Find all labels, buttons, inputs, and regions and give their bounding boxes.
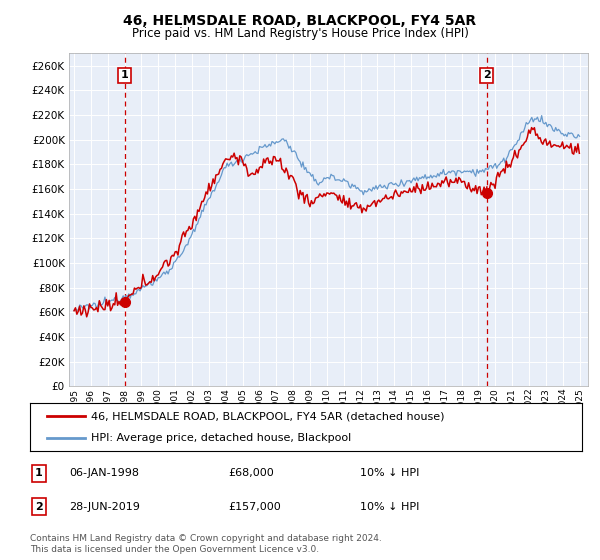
Text: 1: 1 [121,71,129,81]
Text: £68,000: £68,000 [228,468,274,478]
Text: This data is licensed under the Open Government Licence v3.0.: This data is licensed under the Open Gov… [30,545,319,554]
Text: 1: 1 [35,468,43,478]
Text: 2: 2 [35,502,43,512]
Text: 10% ↓ HPI: 10% ↓ HPI [360,502,419,512]
Text: 10% ↓ HPI: 10% ↓ HPI [360,468,419,478]
Text: £157,000: £157,000 [228,502,281,512]
Text: Price paid vs. HM Land Registry's House Price Index (HPI): Price paid vs. HM Land Registry's House … [131,27,469,40]
Text: Contains HM Land Registry data © Crown copyright and database right 2024.: Contains HM Land Registry data © Crown c… [30,534,382,543]
Text: 06-JAN-1998: 06-JAN-1998 [69,468,139,478]
Text: 28-JUN-2019: 28-JUN-2019 [69,502,140,512]
Text: 46, HELMSDALE ROAD, BLACKPOOL, FY4 5AR: 46, HELMSDALE ROAD, BLACKPOOL, FY4 5AR [124,14,476,28]
Text: HPI: Average price, detached house, Blackpool: HPI: Average price, detached house, Blac… [91,433,351,443]
Text: 2: 2 [483,71,491,81]
Text: 46, HELMSDALE ROAD, BLACKPOOL, FY4 5AR (detached house): 46, HELMSDALE ROAD, BLACKPOOL, FY4 5AR (… [91,411,444,421]
